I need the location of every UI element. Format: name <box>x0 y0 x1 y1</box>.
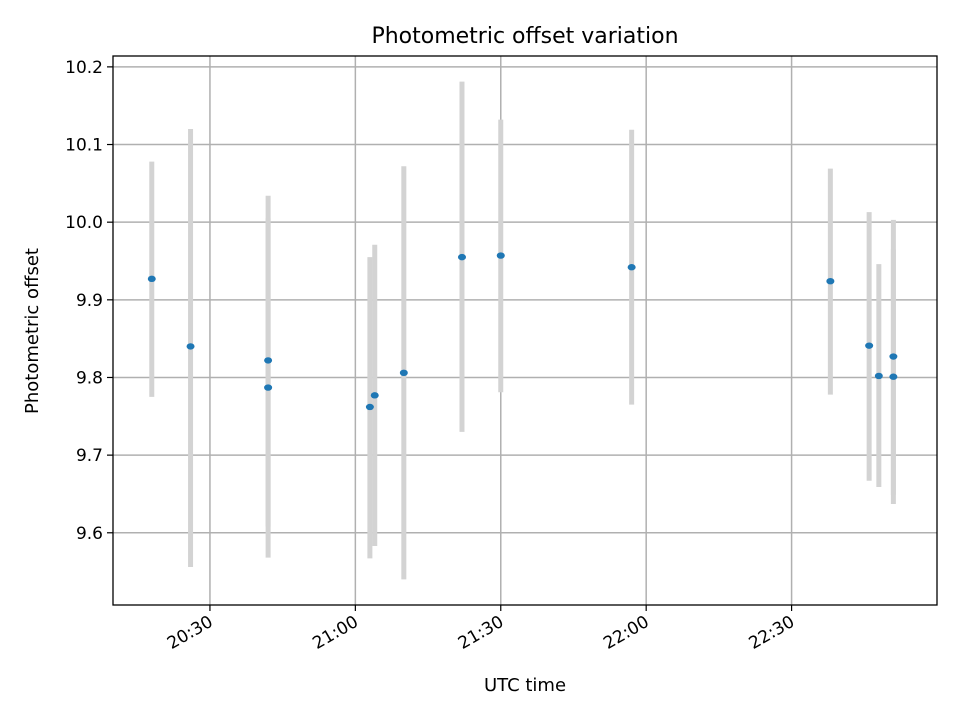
y-axis-label: Photometric offset <box>22 248 43 414</box>
data-point <box>826 277 835 285</box>
y-tick-label: 9.7 <box>76 446 103 466</box>
data-point <box>399 369 408 377</box>
x-tick-label: 20:30 <box>164 612 216 654</box>
data-point <box>264 357 273 364</box>
y-tick-label: 10.1 <box>65 136 103 156</box>
y-tick-label: 9.9 <box>76 291 103 311</box>
y-axis: 9.6 9.7 9.8 9.9 10.0 10.1 10.2 <box>65 58 113 544</box>
data-point <box>874 372 883 380</box>
markers <box>147 252 898 411</box>
data-point <box>457 253 466 261</box>
data-point <box>365 403 374 411</box>
x-tick-label: 22:30 <box>746 612 798 654</box>
data-point <box>264 384 273 391</box>
x-axis-label: UTC time <box>484 675 566 696</box>
data-point <box>889 353 898 360</box>
data-point <box>186 343 195 350</box>
data-point <box>865 342 874 349</box>
x-tick-label: 22:00 <box>600 612 652 654</box>
chart-title: Photometric offset variation <box>371 24 678 49</box>
data-point <box>496 252 505 259</box>
y-tick-label: 9.6 <box>76 524 103 544</box>
grid <box>113 56 937 605</box>
data-point <box>889 373 898 380</box>
errorbars <box>149 81 896 580</box>
data-point <box>370 392 379 399</box>
data-point <box>627 264 636 271</box>
y-tick-label: 10.2 <box>65 58 103 78</box>
y-tick-label: 9.8 <box>76 368 103 388</box>
x-axis: 20:30 21:00 21:30 22:00 22:30 <box>164 605 798 654</box>
y-tick-label: 10.0 <box>65 213 103 233</box>
x-tick-label: 21:00 <box>309 612 361 654</box>
x-tick-label: 21:30 <box>455 612 507 654</box>
data-point <box>147 275 156 283</box>
plot-frame <box>112 55 938 606</box>
